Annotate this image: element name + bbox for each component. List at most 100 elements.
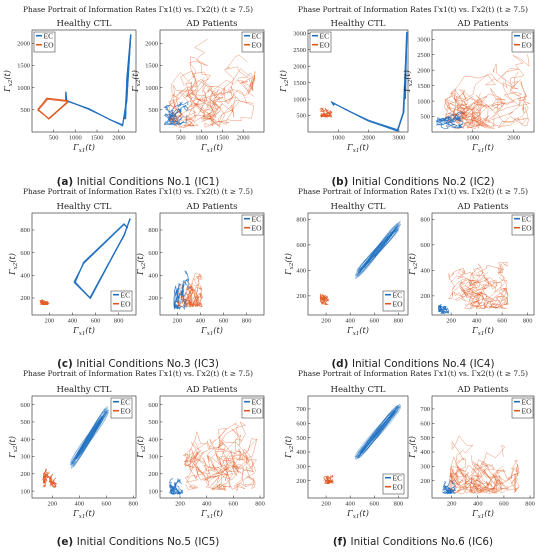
y-axis-label: Γx2(t) bbox=[279, 70, 290, 93]
y-tick-label: 600 bbox=[148, 250, 158, 257]
legend-label-ec: EC bbox=[252, 215, 262, 224]
x-tick-label: 2000 bbox=[507, 135, 520, 142]
series-eo bbox=[191, 290, 203, 307]
x-axis-label: Γx1(t) bbox=[346, 143, 369, 154]
series-eo bbox=[487, 54, 530, 125]
series-ec bbox=[355, 220, 401, 280]
series-ec bbox=[444, 487, 453, 495]
series-ec bbox=[65, 34, 132, 127]
legend-box bbox=[110, 397, 133, 419]
y-tick-label: 700 bbox=[420, 406, 430, 413]
y-tick-label: 1500 bbox=[417, 83, 430, 90]
y-tick-label: 600 bbox=[20, 402, 30, 409]
legend-label-ec: EC bbox=[121, 398, 131, 407]
data-area bbox=[435, 54, 531, 130]
series-ec bbox=[65, 34, 132, 127]
series-eo bbox=[465, 271, 495, 297]
x-axis-label-text: Γx1(t) bbox=[346, 143, 369, 154]
y-tick-label: 400 bbox=[148, 273, 158, 280]
series-eo bbox=[42, 302, 49, 306]
axes-frame bbox=[159, 29, 265, 133]
figure-title: Phase Portrait of Information Rates Γx1(… bbox=[298, 369, 528, 378]
series-eo bbox=[42, 474, 47, 482]
series-eo bbox=[326, 479, 332, 484]
x-tick-label: 200 bbox=[173, 318, 183, 325]
y-tick-label: 1000 bbox=[417, 98, 430, 105]
data-area bbox=[173, 270, 204, 311]
y-tick-label: 3000 bbox=[417, 36, 430, 43]
panel-title: Healthy CTL bbox=[330, 202, 385, 212]
y-tick-label: 500 bbox=[148, 419, 158, 426]
x-axis-label: Γx1(t) bbox=[72, 509, 95, 520]
axes-frame bbox=[431, 212, 535, 316]
y-axis-label-text: Γx2(t) bbox=[408, 436, 419, 459]
x-tick-label: 600 bbox=[101, 501, 111, 508]
series-eo bbox=[326, 113, 333, 118]
y-tick-label: 1500 bbox=[145, 63, 158, 70]
series-eo bbox=[322, 115, 330, 118]
legend-label-eo: EO bbox=[121, 300, 132, 309]
y-tick-label: 500 bbox=[296, 435, 306, 442]
x-axis-label: Γx1(t) bbox=[72, 326, 95, 337]
panel-title: Healthy CTL bbox=[56, 19, 111, 29]
legend-box bbox=[241, 31, 264, 53]
series-eo bbox=[39, 299, 46, 304]
x-axis-label: Γx1(t) bbox=[200, 143, 223, 154]
data-area bbox=[442, 435, 521, 495]
subfigure-2: Phase Portrait of Information Rates Γx1(… bbox=[279, 5, 535, 188]
data-area bbox=[39, 218, 131, 306]
data-area bbox=[437, 261, 509, 315]
y-tick-label: 200 bbox=[296, 478, 306, 485]
y-axis-label: Γx2(t) bbox=[284, 436, 295, 459]
x-axis-label-text: Γx1(t) bbox=[346, 326, 369, 337]
y-tick-label: 500 bbox=[420, 435, 430, 442]
figure-title: Phase Portrait of Information Rates Γx1(… bbox=[23, 187, 253, 196]
series-ec bbox=[438, 304, 443, 310]
y-tick-label: 200 bbox=[148, 295, 158, 302]
panel-title: AD Patients bbox=[456, 19, 508, 29]
y-tick-label: 300 bbox=[296, 464, 306, 471]
legend-label-ec: EC bbox=[522, 32, 532, 41]
x-axis-label: Γx1(t) bbox=[471, 509, 494, 520]
y-tick-label: 100 bbox=[20, 488, 30, 495]
x-axis-label-text: Γx1(t) bbox=[200, 509, 223, 520]
panel-title: AD Patients bbox=[456, 385, 508, 395]
axes-frame bbox=[307, 395, 409, 499]
y-tick-label: 1000 bbox=[293, 96, 306, 103]
series-ec bbox=[330, 32, 408, 131]
x-axis-label-text: Γx1(t) bbox=[200, 326, 223, 337]
y-tick-label: 600 bbox=[420, 420, 430, 427]
series-eo bbox=[48, 478, 57, 489]
x-tick-label: 1000 bbox=[195, 135, 208, 142]
x-tick-label: 400 bbox=[345, 318, 355, 325]
y-tick-label: 100 bbox=[148, 488, 158, 495]
panel-healthy-ctl: Healthy CTL 200 400 600 800 200 400 600 800 Γx1(t… bbox=[284, 202, 409, 337]
x-tick-label: 400 bbox=[345, 501, 355, 508]
y-axis-label: Γx2(t) bbox=[3, 70, 14, 93]
series-eo bbox=[322, 298, 327, 306]
x-tick-label: 200 bbox=[45, 318, 55, 325]
x-tick-label: 2000 bbox=[362, 135, 375, 142]
caption: (a) Initial Conditions No.1 (IC1) bbox=[57, 176, 220, 188]
y-tick-label: 800 bbox=[148, 227, 158, 234]
series-eo bbox=[200, 438, 242, 477]
series-ec bbox=[170, 487, 175, 495]
y-tick-label: 400 bbox=[420, 268, 430, 275]
subfigure-6: Phase Portrait of Information Rates Γx1(… bbox=[284, 369, 535, 548]
series-ec bbox=[360, 229, 396, 271]
series-eo bbox=[449, 89, 476, 121]
legend-box bbox=[110, 290, 133, 312]
x-tick-label: 2000 bbox=[237, 135, 250, 142]
legend-label-eo: EO bbox=[393, 483, 404, 492]
series-eo bbox=[448, 268, 472, 299]
x-tick-label: 200 bbox=[175, 501, 185, 508]
caption: (d) Initial Conditions No.4 (IC4) bbox=[331, 358, 494, 370]
legend-label-ec: EC bbox=[320, 32, 330, 41]
x-tick-label: 800 bbox=[394, 318, 404, 325]
panel-ad-patients: AD Patients 500 1000 1500 2000 500 1000 1500 200… bbox=[131, 19, 265, 154]
y-tick-label: 200 bbox=[20, 471, 30, 478]
series-ec bbox=[436, 113, 464, 122]
legend-label-eo: EO bbox=[522, 407, 533, 416]
